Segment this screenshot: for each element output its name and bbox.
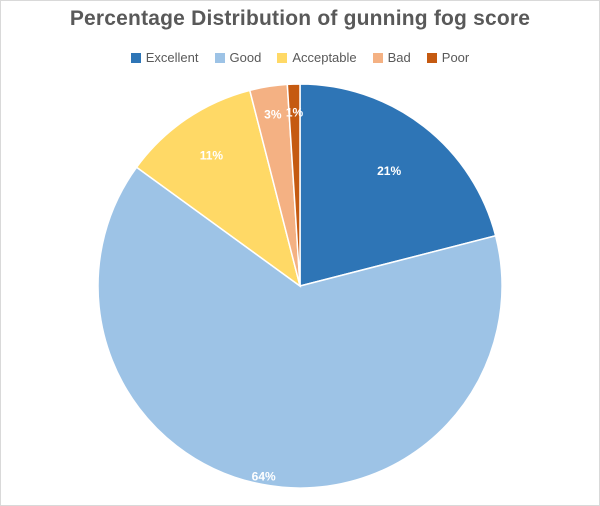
legend-item-acceptable: Acceptable [277, 50, 357, 65]
legend-swatch-bad [372, 52, 383, 63]
legend-label-excellent: Excellent [145, 50, 199, 65]
chart-title: Percentage Distribution of gunning fog s… [69, 7, 531, 30]
pie-slice-acceptable [135, 89, 302, 288]
pie-slice-good [97, 166, 503, 489]
legend-item-bad: Bad [372, 50, 411, 65]
legend-label-poor: Poor [441, 50, 470, 65]
data-label-acceptable: 11% [200, 149, 224, 163]
legend-swatch-acceptable [277, 52, 288, 63]
legend-item-good: Good [214, 50, 262, 65]
legend-swatch-good [214, 52, 225, 63]
data-label-poor: 1% [286, 105, 304, 119]
legend-swatch-poor [426, 52, 437, 63]
data-label-excellent: 21% [377, 164, 401, 178]
legend-label-bad: Bad [387, 50, 411, 65]
legend-swatch-excellent [130, 52, 141, 63]
data-label-good: 64% [252, 469, 276, 483]
data-label-bad: 3% [264, 107, 282, 121]
legend: Excellent Good Acceptable Bad Poor [1, 50, 599, 65]
legend-label-good: Good [229, 50, 262, 65]
legend-item-poor: Poor [426, 50, 470, 65]
legend-item-excellent: Excellent [130, 50, 199, 65]
pie-slice-excellent [299, 83, 497, 287]
pie-slice-poor [286, 83, 301, 287]
legend-label-acceptable: Acceptable [292, 50, 357, 65]
